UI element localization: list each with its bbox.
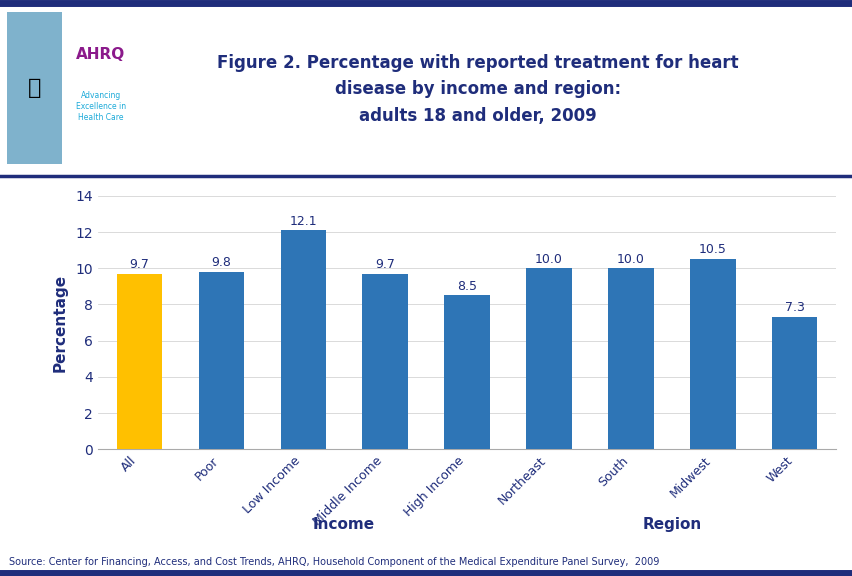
Bar [199,272,244,449]
Bar [772,317,816,449]
Bar [607,268,653,449]
Bar [117,274,161,449]
Text: 10.0: 10.0 [616,252,644,266]
Text: 9.8: 9.8 [211,256,231,269]
Bar [444,295,489,449]
Bar [689,259,734,449]
Y-axis label: Percentage: Percentage [52,274,67,372]
Text: Advancing
Excellence in
Health Care: Advancing Excellence in Health Care [76,90,125,122]
Text: Figure 2. Percentage with reported treatment for heart
disease by income and reg: Figure 2. Percentage with reported treat… [216,54,738,124]
Text: 12.1: 12.1 [289,214,316,228]
Bar [280,230,325,449]
Text: 8.5: 8.5 [457,280,476,293]
Text: Source: Center for Financing, Access, and Cost Trends, AHRQ, Household Component: Source: Center for Financing, Access, an… [9,558,658,567]
Text: 9.7: 9.7 [129,258,149,271]
Text: 9.7: 9.7 [375,258,394,271]
Text: Income: Income [313,517,375,532]
Bar [526,268,571,449]
Text: Region: Region [642,517,701,532]
Text: 10.0: 10.0 [534,252,562,266]
Bar [362,274,407,449]
Text: AHRQ: AHRQ [76,47,125,62]
Text: 7.3: 7.3 [784,301,804,314]
Text: 10.5: 10.5 [698,244,726,256]
Text: 🦅: 🦅 [28,78,41,98]
